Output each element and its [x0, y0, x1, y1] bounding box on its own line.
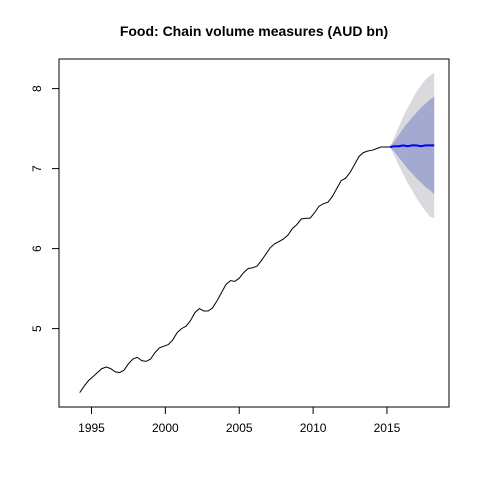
x-tick-label: 2010 — [300, 421, 327, 435]
history-line — [79, 146, 390, 393]
forecast-line — [389, 144, 435, 148]
y-tick-label: 8 — [30, 85, 44, 92]
x-tick-label: 2005 — [226, 421, 253, 435]
series-lines — [79, 144, 435, 393]
x-tick-label: 1995 — [78, 421, 105, 435]
y-tick-label: 7 — [30, 165, 44, 172]
x-tick-label: 2000 — [152, 421, 179, 435]
y-tick-label: 5 — [30, 325, 44, 332]
x-axis: 1995 2000 2005 2010 2015 — [78, 406, 401, 435]
y-tick-label: 6 — [30, 245, 44, 252]
x-tick-label: 2015 — [374, 421, 401, 435]
chart-title: Food: Chain volume measures (AUD bn) — [120, 23, 388, 39]
y-axis: 5 6 7 8 — [30, 85, 60, 332]
